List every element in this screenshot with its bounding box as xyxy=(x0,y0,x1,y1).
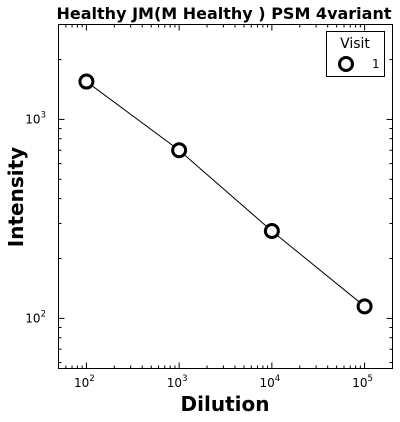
legend-title: Visit xyxy=(340,36,370,52)
legend: Visit 1 xyxy=(326,31,385,77)
y-tick-label: 103 xyxy=(25,110,46,126)
minor-ticks xyxy=(58,24,393,369)
major-ticks xyxy=(58,24,393,369)
legend-box xyxy=(326,31,385,77)
legend-entry-label: 1 xyxy=(372,57,380,71)
x-tick-label: 103 xyxy=(167,374,188,390)
data-point xyxy=(356,298,373,315)
data-point xyxy=(263,222,280,239)
x-tick-label: 104 xyxy=(260,374,281,390)
plot-area xyxy=(58,24,393,369)
x-tick-label: 105 xyxy=(352,374,373,390)
y-tick-label: 102 xyxy=(25,309,46,325)
y-tick-labels: 102 103 xyxy=(25,110,46,325)
series-layer xyxy=(78,73,373,315)
chart-title: Healthy JM(M Healthy ) PSM 4variant xyxy=(57,4,392,23)
x-tick-labels: 102 103 104 105 xyxy=(74,374,373,390)
y-axis-label: Intensity xyxy=(4,147,28,247)
x-axis-label: Dilution xyxy=(181,392,270,416)
series-line xyxy=(86,81,365,307)
data-point xyxy=(171,142,188,159)
data-point xyxy=(78,73,95,90)
x-tick-label: 102 xyxy=(74,374,95,390)
legend-marker xyxy=(338,56,354,72)
